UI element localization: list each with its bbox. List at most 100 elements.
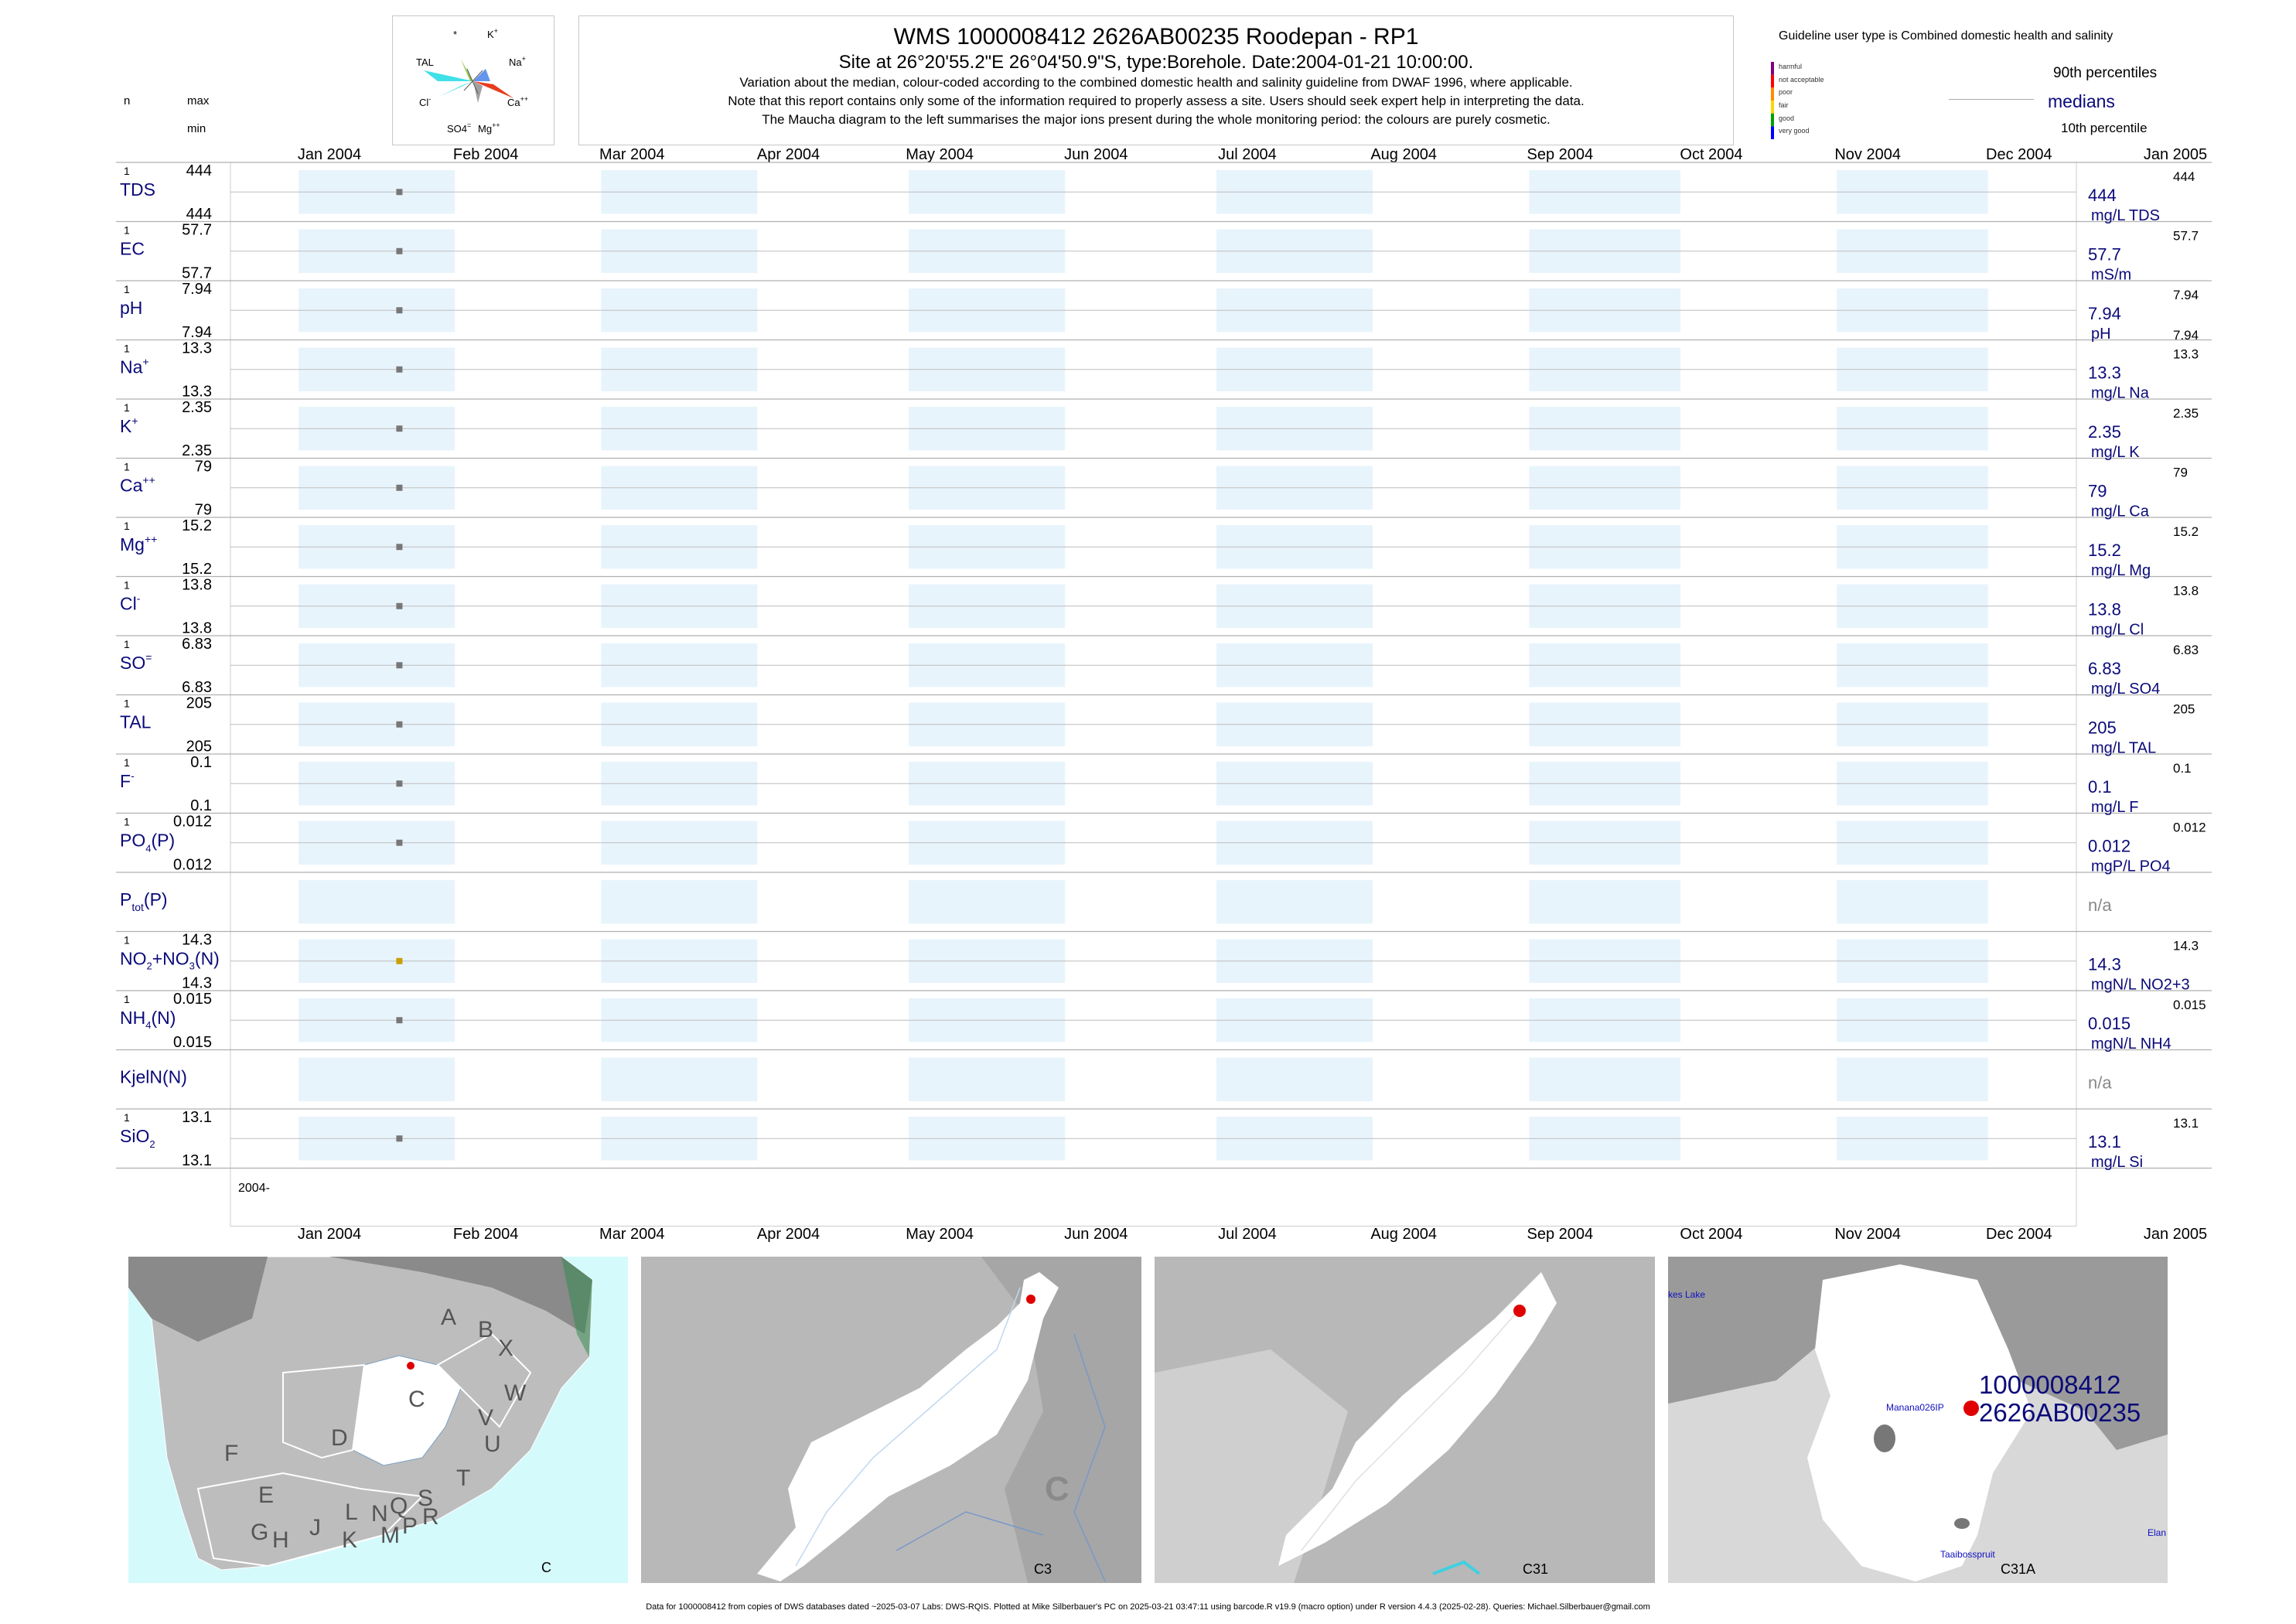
param-max: 57.7 [182, 222, 212, 239]
col-header-max: max [187, 94, 210, 107]
region-letter-c: C [408, 1387, 425, 1412]
sample-count: 1 [124, 638, 130, 650]
p90-label: 90th percentiles [2053, 65, 2158, 81]
sample-point [396, 839, 403, 846]
p90-value: 13.3 [2173, 347, 2199, 362]
region-letter-b: B [478, 1317, 494, 1343]
unit-label: mg/L Na [2091, 385, 2150, 402]
sample-count: 1 [124, 1111, 130, 1124]
month-label-bottom: Apr 2004 [757, 1226, 820, 1243]
unit-label: mg/L F [2091, 799, 2139, 816]
unit-label: mgN/L NO2+3 [2091, 977, 2190, 994]
month-label-bottom: Oct 2004 [1680, 1226, 1742, 1243]
legend-item-fair: fair [1779, 101, 1789, 109]
unit-label: mS/m [2091, 267, 2131, 284]
sample-point [396, 1017, 403, 1024]
param-min: 15.2 [182, 561, 212, 578]
month-band [1216, 880, 1373, 924]
month-label-top: Jul 2004 [1218, 146, 1277, 163]
place-label-taaibosspruit: Taaibosspruit [1940, 1549, 1995, 1560]
legend-colour-0 [1771, 62, 1774, 75]
region-letter-d: D [331, 1425, 348, 1451]
month-band [601, 1057, 758, 1101]
maucha-label-tal: TAL [416, 56, 434, 68]
sample-point [396, 247, 403, 254]
maucha-label-star: * [453, 29, 457, 40]
map-label-c: C [541, 1560, 551, 1575]
sample-point [396, 602, 403, 609]
map-catchment-c31a [1668, 1257, 2168, 1581]
sample-point [396, 957, 403, 964]
param-name: NH4(N) [120, 1008, 176, 1031]
region-letter-a: A [441, 1305, 457, 1330]
month-label-bottom: Mar 2004 [599, 1226, 665, 1243]
header-note-1: Variation about the median, colour-coded… [739, 75, 1573, 90]
unit-label: mg/L TAL [2091, 740, 2156, 757]
month-band [299, 1057, 455, 1101]
report-header: WMS 1000008412 2626AB00235 Roodepan - RP… [578, 15, 1734, 145]
median-value: 57.7 [2088, 245, 2121, 264]
site-marker [1963, 1401, 1979, 1416]
sample-point [396, 662, 403, 669]
p90-value: 79 [2173, 466, 2188, 480]
month-band [1216, 1057, 1373, 1101]
site-marker [1513, 1305, 1526, 1317]
param-max: 7.94 [182, 281, 212, 298]
sample-count: 1 [124, 343, 130, 355]
param-name: K+ [120, 415, 138, 436]
param-name: TAL [120, 712, 152, 732]
unit-label: mg/L Si [2091, 1154, 2143, 1171]
sample-point [396, 544, 403, 551]
header-note-3: The Maucha diagram to the left summarise… [762, 112, 1551, 127]
map-south-africa [128, 1257, 593, 1571]
map-label-c31a: C31A [2001, 1561, 2036, 1577]
param-max: 205 [186, 695, 212, 712]
col-header-min: min [187, 122, 206, 135]
param-min: 0.015 [173, 1034, 212, 1051]
month-label-bottom: Sep 2004 [1527, 1226, 1594, 1243]
month-label-top: Feb 2004 [453, 146, 519, 163]
legend-colour-4 [1771, 113, 1774, 127]
month-label-top: Oct 2004 [1680, 146, 1742, 163]
sample-point [396, 1135, 403, 1142]
region-letter-r: R [422, 1504, 439, 1530]
param-max: 0.1 [190, 754, 212, 771]
region-letter-u: U [484, 1431, 501, 1457]
map-catchment-c3 [641, 1257, 1141, 1583]
barcode-chart: Jan 2004 Jan 2004 Feb 2004 Feb 2004 Mar 2004… [116, 146, 2212, 1243]
median-value: 7.94 [2088, 304, 2121, 323]
maucha-axis-line [463, 70, 483, 91]
param-min: 0.012 [173, 857, 212, 874]
param-name: PO4(P) [120, 831, 175, 855]
param-name: Na+ [120, 356, 149, 377]
param-min: 205 [186, 739, 212, 756]
month-label-bottom: Dec 2004 [1986, 1226, 2052, 1243]
site-id-label: 1000008412 2626AB00235 [1979, 1371, 2141, 1427]
sample-count: 1 [124, 993, 130, 1005]
param-max: 13.1 [182, 1109, 212, 1126]
month-label-top: Aug 2004 [1370, 146, 1437, 163]
param-max: 444 [186, 162, 212, 179]
p90-value: 0.1 [2173, 761, 2192, 776]
site-id-station: 2626AB00235 [1979, 1398, 2141, 1427]
month-label-top: Jun 2004 [1064, 146, 1128, 163]
param-name: pH [120, 298, 142, 318]
param-min: 79 [195, 502, 212, 519]
month-label-top: Mar 2004 [599, 146, 665, 163]
param-max: 13.8 [182, 577, 212, 594]
param-max: 13.3 [182, 340, 212, 357]
guideline-text: Guideline user type is Combined domestic… [1779, 29, 2113, 43]
region-letter-p: P [402, 1513, 418, 1539]
param-max: 79 [195, 459, 212, 476]
region-letter-v: V [478, 1405, 494, 1431]
region-letter-e: E [258, 1482, 275, 1508]
region-letter-g: G [251, 1520, 269, 1545]
maucha-label-cl: Cl- [419, 95, 431, 108]
maucha-label-so4: SO4= [447, 121, 471, 135]
param-min: 57.7 [182, 265, 212, 282]
sample-point [396, 307, 403, 314]
maucha-label-k: K+ [487, 27, 498, 40]
map-panel-c31: C31 [1155, 1257, 1655, 1583]
maucha-na-segment [473, 69, 490, 81]
p90-value: 13.8 [2173, 584, 2199, 599]
